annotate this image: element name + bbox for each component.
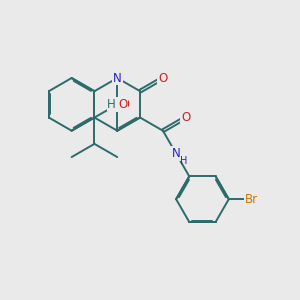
- Text: N: N: [172, 147, 181, 160]
- Text: H: H: [107, 98, 116, 111]
- Text: O: O: [118, 98, 128, 111]
- Text: O: O: [181, 111, 190, 124]
- Text: O: O: [117, 98, 130, 111]
- Text: Br: Br: [244, 193, 258, 206]
- Text: O: O: [158, 71, 167, 85]
- Text: N: N: [113, 71, 122, 85]
- Text: H: H: [109, 98, 117, 111]
- Text: H: H: [180, 156, 187, 166]
